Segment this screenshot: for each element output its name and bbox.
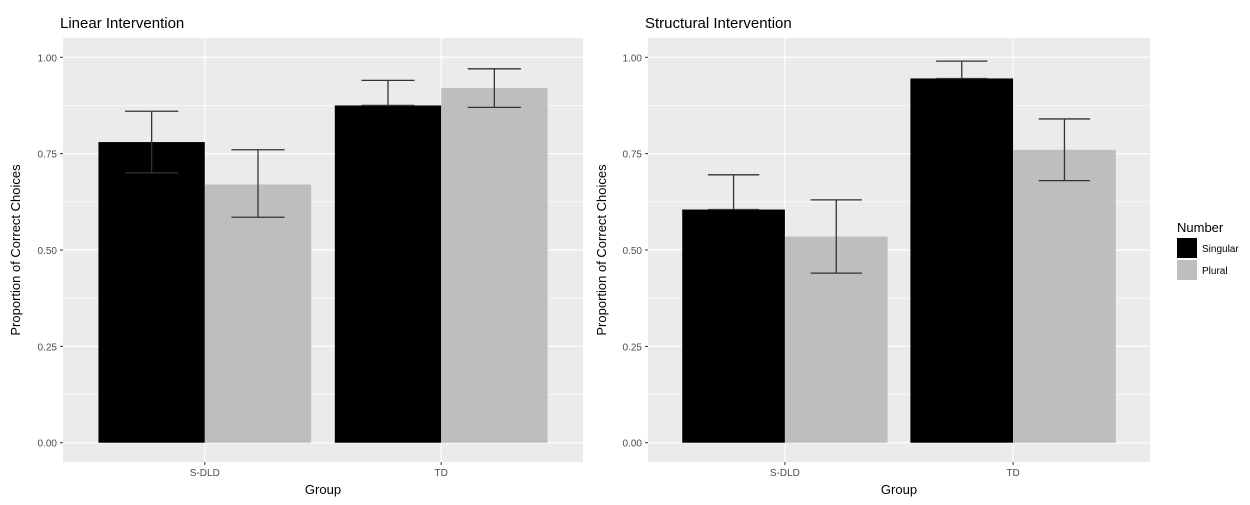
y-tick-label: 0.00	[38, 439, 58, 450]
y-tick-label: 0.00	[623, 439, 643, 450]
x-axis-title: Group	[881, 482, 917, 497]
y-tick-label: 0.75	[38, 150, 58, 161]
x-axis-title: Group	[305, 482, 341, 497]
bar-plural-s-dld	[204, 184, 312, 443]
y-tick-label: 1.00	[623, 53, 643, 64]
x-tick-label: S-DLD	[770, 468, 800, 479]
y-tick-label: 0.50	[623, 246, 643, 257]
bar-plural-td	[1013, 149, 1116, 443]
chart-title: Structural Intervention	[645, 15, 792, 32]
bar-plural-td	[441, 88, 548, 443]
x-tick-label: TD	[1006, 468, 1019, 479]
y-axis-title: Proportion of Correct Choices	[8, 164, 23, 336]
y-tick-label: 0.25	[623, 342, 643, 353]
x-tick-label: S-DLD	[190, 468, 220, 479]
x-tick-label: TD	[435, 468, 448, 479]
y-tick-label: 0.25	[38, 342, 58, 353]
y-tick-label: 0.75	[623, 150, 643, 161]
y-tick-label: 0.50	[38, 246, 58, 257]
legend-title: Number	[1177, 220, 1224, 235]
legend-label-plural: Plural	[1202, 266, 1228, 277]
bar-singular-s-dld	[682, 209, 785, 443]
bar-singular-td	[910, 78, 1014, 443]
legend-swatch-singular	[1177, 238, 1197, 258]
bar-singular-td	[334, 105, 442, 443]
y-tick-label: 1.00	[38, 53, 58, 64]
y-axis-title: Proportion of Correct Choices	[594, 164, 609, 336]
bar-singular-s-dld	[98, 142, 205, 443]
legend-swatch-plural	[1177, 260, 1197, 280]
chart-title: Linear Intervention	[60, 15, 184, 32]
legend-label-singular: Singular	[1202, 244, 1239, 255]
